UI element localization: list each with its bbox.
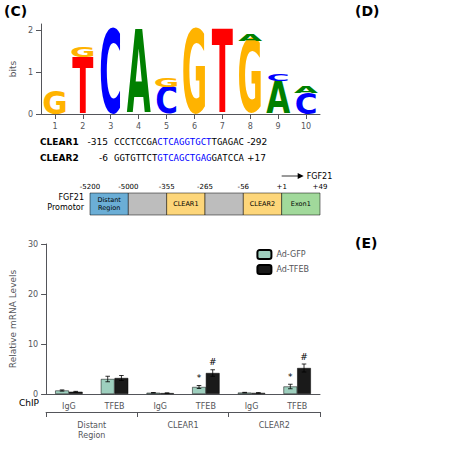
svg-text:CCCTCCGA: CCCTCCGA xyxy=(114,137,158,147)
svg-text:-5200: -5200 xyxy=(80,183,100,191)
svg-text:-265: -265 xyxy=(197,183,213,191)
svg-text:(C): (C) xyxy=(4,3,27,19)
svg-text:GGTGTTCT: GGTGTTCT xyxy=(114,153,158,163)
svg-text:Ad-TFEB: Ad-TFEB xyxy=(276,265,309,274)
svg-text:10: 10 xyxy=(28,340,38,349)
svg-text:20: 20 xyxy=(28,290,38,299)
svg-text:TFEB: TFEB xyxy=(104,402,125,411)
svg-text:TFEB: TFEB xyxy=(195,402,216,411)
svg-text:+17: +17 xyxy=(244,153,266,163)
svg-text:A: A xyxy=(294,85,319,95)
svg-text:IgG: IgG xyxy=(245,402,259,411)
svg-text:4: 4 xyxy=(136,122,141,131)
svg-text:9: 9 xyxy=(276,122,281,131)
svg-text:CLEAR2: CLEAR2 xyxy=(259,421,290,430)
svg-text:3: 3 xyxy=(108,122,113,131)
svg-text:C: C xyxy=(267,73,290,83)
svg-text:1: 1 xyxy=(28,68,33,77)
svg-text:CLEAR2: CLEAR2 xyxy=(40,153,79,163)
svg-text:IgG: IgG xyxy=(62,402,76,411)
svg-text:A: A xyxy=(127,5,151,139)
svg-text:Region: Region xyxy=(98,204,120,212)
svg-text:C: C xyxy=(99,5,122,139)
svg-text:-355: -355 xyxy=(159,183,175,191)
svg-text:2: 2 xyxy=(28,26,33,35)
svg-text:T: T xyxy=(212,5,233,139)
svg-text:CLEAR2: CLEAR2 xyxy=(250,200,275,208)
svg-text:CLEAR1: CLEAR1 xyxy=(40,137,79,147)
svg-text:G: G xyxy=(42,84,67,120)
svg-text:-5000: -5000 xyxy=(118,183,138,191)
svg-text:T: T xyxy=(72,40,94,131)
svg-text:IgG: IgG xyxy=(153,402,167,411)
svg-text:GTCAGCTGAG: GTCAGCTGAG xyxy=(157,153,211,163)
svg-text:Distant: Distant xyxy=(77,421,106,430)
svg-text:CLEAR1: CLEAR1 xyxy=(173,200,198,208)
svg-text:A: A xyxy=(266,72,290,124)
svg-text:7: 7 xyxy=(220,122,225,131)
svg-text:6: 6 xyxy=(192,122,197,131)
svg-text:TFEB: TFEB xyxy=(286,402,307,411)
svg-text:ChIP: ChIP xyxy=(19,398,40,408)
svg-text:0: 0 xyxy=(33,390,38,399)
svg-text:5: 5 xyxy=(164,122,169,131)
svg-text:#: # xyxy=(300,352,308,362)
svg-text:+49: +49 xyxy=(313,183,328,191)
svg-text:Relative mRNA Levels: Relative mRNA Levels xyxy=(8,270,18,369)
svg-text:1: 1 xyxy=(52,122,57,131)
svg-text:30: 30 xyxy=(28,240,38,249)
svg-text:-6: -6 xyxy=(99,153,108,163)
svg-text:GATCCA: GATCCA xyxy=(212,153,245,163)
svg-text:-56: -56 xyxy=(238,183,250,191)
svg-text:#: # xyxy=(209,357,217,367)
svg-text:Ad-GFP: Ad-GFP xyxy=(276,250,305,259)
svg-text:(D): (D) xyxy=(355,3,379,19)
svg-text:8: 8 xyxy=(248,122,253,131)
svg-text:bits: bits xyxy=(8,60,18,77)
svg-text:Exon1: Exon1 xyxy=(291,200,311,208)
svg-text:FGF21: FGF21 xyxy=(307,172,333,181)
svg-text:0: 0 xyxy=(28,110,33,119)
svg-text:CTCAGGTGCT: CTCAGGTGCT xyxy=(157,137,212,147)
svg-text:*: * xyxy=(288,372,293,382)
svg-text:2: 2 xyxy=(80,122,85,131)
svg-text:CLEAR1: CLEAR1 xyxy=(167,421,198,430)
svg-text:-315: -315 xyxy=(88,137,108,147)
svg-text:*: * xyxy=(197,373,202,383)
svg-text:TGAGAC: TGAGAC xyxy=(212,137,245,147)
svg-text:Region: Region xyxy=(78,431,105,440)
svg-text:C: C xyxy=(155,78,178,123)
svg-text:+1: +1 xyxy=(277,183,287,191)
svg-text:A: A xyxy=(238,33,263,43)
svg-text:C: C xyxy=(294,86,318,121)
svg-text:10: 10 xyxy=(301,122,311,131)
svg-text:-292: -292 xyxy=(244,137,267,147)
svg-text:G: G xyxy=(70,44,95,61)
svg-text:G: G xyxy=(154,76,179,90)
svg-text:G: G xyxy=(238,19,263,137)
svg-text:(E): (E) xyxy=(355,235,377,251)
svg-text:Distant: Distant xyxy=(97,196,121,204)
svg-text:G: G xyxy=(182,5,207,139)
svg-text:FGF21: FGF21 xyxy=(58,193,84,202)
svg-text:Promotor: Promotor xyxy=(47,203,84,212)
